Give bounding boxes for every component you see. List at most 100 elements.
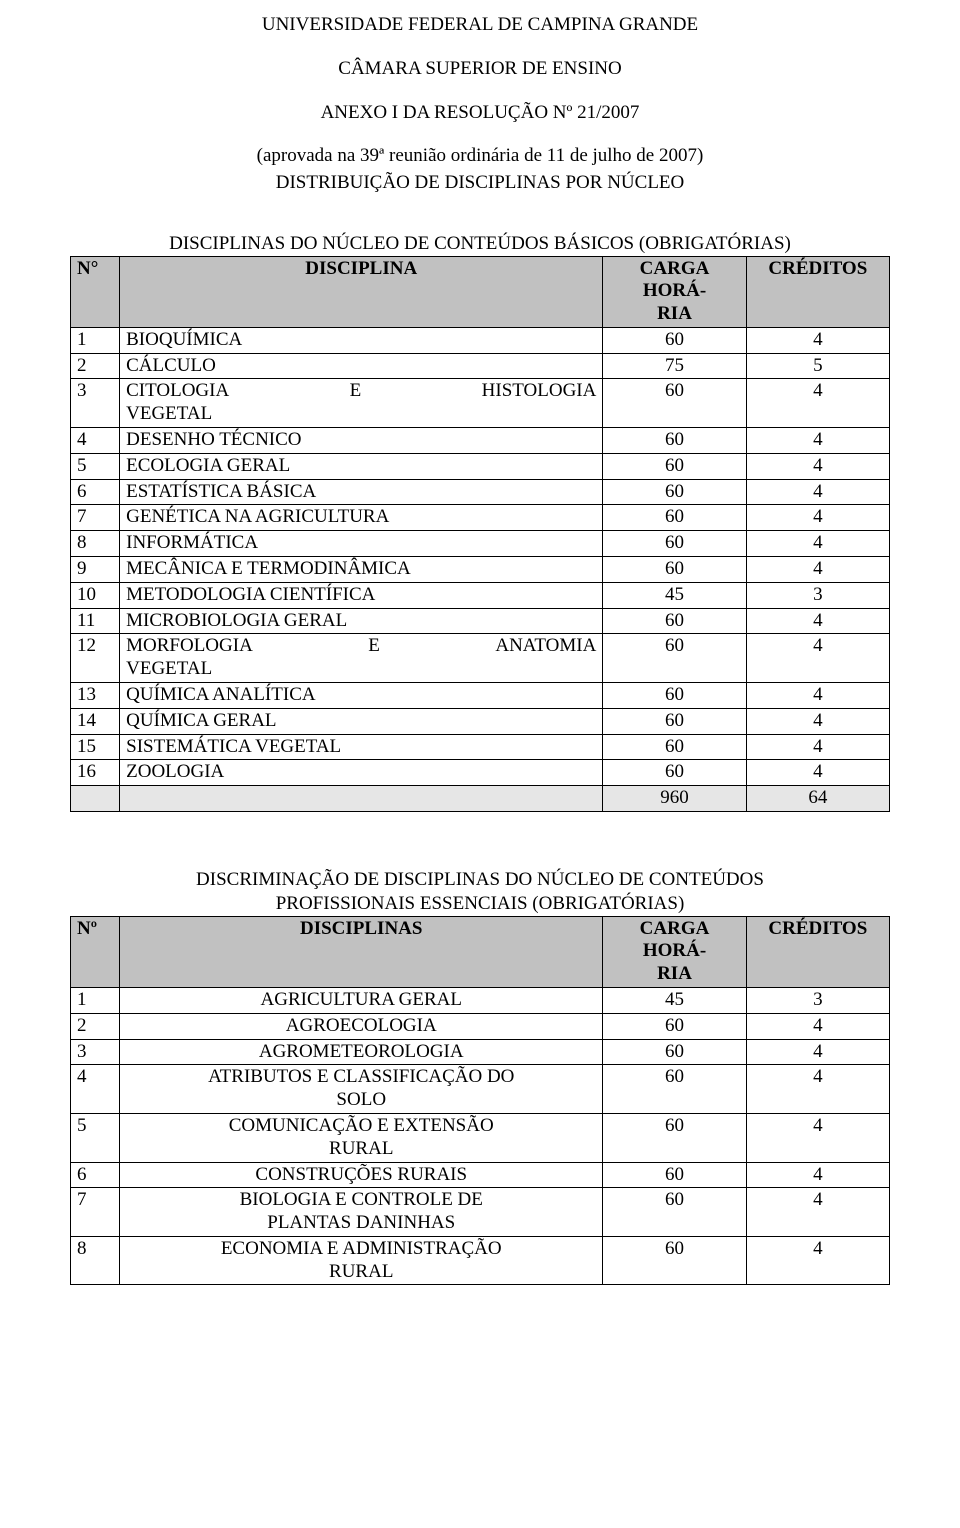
table-row: 2AGROECOLOGIA604 — [71, 1013, 890, 1039]
cell-n: 4 — [71, 1065, 120, 1114]
cell-n: 13 — [71, 683, 120, 709]
table-row: 1BIOQUÍMICA604 — [71, 327, 890, 353]
table1-total-cr: 64 — [746, 786, 889, 812]
cell-carga-horaria: 60 — [603, 557, 746, 583]
cell-n: 5 — [71, 453, 120, 479]
table2-caption-line1: DISCRIMINAÇÃO DE DISCIPLINAS DO NÚCLEO D… — [70, 868, 890, 892]
table-row: 6CONSTRUÇÕES RURAIS604 — [71, 1162, 890, 1188]
table-row: 5COMUNICAÇÃO E EXTENSÃORURAL604 — [71, 1113, 890, 1162]
cell-carga-horaria: 60 — [603, 760, 746, 786]
table-row: 16ZOOLOGIA604 — [71, 760, 890, 786]
cell-n: 6 — [71, 479, 120, 505]
header-line1: UNIVERSIDADE FEDERAL DE CAMPINA GRANDE — [70, 13, 890, 37]
table1-col-n: N° — [71, 256, 120, 327]
table2-col-disc: DISCIPLINAS — [120, 916, 603, 987]
table-row: 4DESENHO TÉCNICO604 — [71, 428, 890, 454]
cell-carga-horaria: 60 — [603, 1162, 746, 1188]
table2-col-ch-line2: RIA — [657, 963, 692, 984]
table-row: 4ATRIBUTOS E CLASSIFICAÇÃO DOSOLO604 — [71, 1065, 890, 1114]
cell-discipline: CÁLCULO — [120, 353, 603, 379]
table-row: 7BIOLOGIA E CONTROLE DEPLANTAS DANINHAS6… — [71, 1188, 890, 1237]
table1: N° DISCIPLINA CARGA HORÁ- RIA CRÉDITOS 1… — [70, 256, 890, 813]
cell-creditos: 3 — [746, 582, 889, 608]
cell-creditos: 4 — [746, 505, 889, 531]
cell-n: 7 — [71, 505, 120, 531]
cell-carga-horaria: 60 — [603, 1013, 746, 1039]
table-row: 15SISTEMÁTICA VEGETAL604 — [71, 734, 890, 760]
cell-carga-horaria: 60 — [603, 1188, 746, 1237]
table-row: 12MORFOLOGIAEANATOMIAVEGETAL604 — [71, 634, 890, 683]
table2-col-ch: CARGA HORÁ- RIA — [603, 916, 746, 987]
cell-n: 8 — [71, 531, 120, 557]
table-row: 10METODOLOGIA CIENTÍFICA453 — [71, 582, 890, 608]
cell-creditos: 4 — [746, 708, 889, 734]
cell-discipline: QUÍMICA GERAL — [120, 708, 603, 734]
cell-creditos: 4 — [746, 608, 889, 634]
cell-carga-horaria: 60 — [603, 608, 746, 634]
cell-carga-horaria: 60 — [603, 379, 746, 428]
cell-n: 14 — [71, 708, 120, 734]
table-row: 8ECONOMIA E ADMINISTRAÇÃORURAL604 — [71, 1236, 890, 1285]
cell-carga-horaria: 60 — [603, 505, 746, 531]
cell-creditos: 4 — [746, 379, 889, 428]
cell-n: 2 — [71, 353, 120, 379]
cell-discipline: SISTEMÁTICA VEGETAL — [120, 734, 603, 760]
cell-n: 6 — [71, 1162, 120, 1188]
cell-creditos: 4 — [746, 760, 889, 786]
cell-discipline: BIOLOGIA E CONTROLE DEPLANTAS DANINHAS — [120, 1188, 603, 1237]
cell-carga-horaria: 60 — [603, 734, 746, 760]
cell-n: 8 — [71, 1236, 120, 1285]
cell-creditos: 4 — [746, 531, 889, 557]
table2-col-cr: CRÉDITOS — [746, 916, 889, 987]
table1-col-disc: DISCIPLINA — [120, 256, 603, 327]
table-row: 3AGROMETEOROLOGIA604 — [71, 1039, 890, 1065]
cell-carga-horaria: 60 — [603, 453, 746, 479]
cell-creditos: 4 — [746, 734, 889, 760]
cell-discipline: AGROECOLOGIA — [120, 1013, 603, 1039]
table1-total-ch: 960 — [603, 786, 746, 812]
table2-header-row: Nº DISCIPLINAS CARGA HORÁ- RIA CRÉDITOS — [71, 916, 890, 987]
cell-creditos: 4 — [746, 479, 889, 505]
cell-carga-horaria: 45 — [603, 987, 746, 1013]
cell-carga-horaria: 60 — [603, 428, 746, 454]
table1-col-ch-line1: CARGA HORÁ- — [640, 258, 710, 302]
cell-carga-horaria: 60 — [603, 479, 746, 505]
cell-creditos: 4 — [746, 634, 889, 683]
table1-total-row: 960 64 — [71, 786, 890, 812]
cell-n: 4 — [71, 428, 120, 454]
table-row: 5ECOLOGIA GERAL604 — [71, 453, 890, 479]
cell-discipline: ZOOLOGIA — [120, 760, 603, 786]
cell-carga-horaria: 60 — [603, 708, 746, 734]
cell-discipline: AGRICULTURA GERAL — [120, 987, 603, 1013]
table2-caption-line2: PROFISSIONAIS ESSENCIAIS (OBRIGATÓRIAS) — [70, 892, 890, 916]
table-row: 6ESTATÍSTICA BÁSICA604 — [71, 479, 890, 505]
cell-discipline: DESENHO TÉCNICO — [120, 428, 603, 454]
table-row: 3CITOLOGIAEHISTOLOGIAVEGETAL604 — [71, 379, 890, 428]
table-row: 14QUÍMICA GERAL604 — [71, 708, 890, 734]
cell-creditos: 4 — [746, 1188, 889, 1237]
cell-carga-horaria: 60 — [603, 1065, 746, 1114]
cell-n: 7 — [71, 1188, 120, 1237]
table-row: 11MICROBIOLOGIA GERAL604 — [71, 608, 890, 634]
cell-creditos: 4 — [746, 1013, 889, 1039]
cell-creditos: 4 — [746, 1162, 889, 1188]
cell-n: 12 — [71, 634, 120, 683]
cell-discipline: MORFOLOGIAEANATOMIAVEGETAL — [120, 634, 603, 683]
header-line5: DISTRIBUIÇÃO DE DISCIPLINAS POR NÚCLEO — [70, 171, 890, 195]
header-line2: CÂMARA SUPERIOR DE ENSINO — [70, 57, 890, 81]
cell-creditos: 4 — [746, 1065, 889, 1114]
cell-n: 10 — [71, 582, 120, 608]
table-row: 9MECÂNICA E TERMODINÂMICA604 — [71, 557, 890, 583]
table2: Nº DISCIPLINAS CARGA HORÁ- RIA CRÉDITOS … — [70, 916, 890, 1286]
cell-discipline: ECONOMIA E ADMINISTRAÇÃORURAL — [120, 1236, 603, 1285]
cell-creditos: 4 — [746, 327, 889, 353]
cell-carga-horaria: 60 — [603, 1039, 746, 1065]
cell-n: 3 — [71, 379, 120, 428]
cell-carga-horaria: 60 — [603, 634, 746, 683]
header-block: UNIVERSIDADE FEDERAL DE CAMPINA GRANDE C… — [70, 13, 890, 195]
table-row: 8INFORMÁTICA604 — [71, 531, 890, 557]
table2-col-n: Nº — [71, 916, 120, 987]
table-row: 1AGRICULTURA GERAL453 — [71, 987, 890, 1013]
cell-carga-horaria: 60 — [603, 327, 746, 353]
cell-discipline: CONSTRUÇÕES RURAIS — [120, 1162, 603, 1188]
